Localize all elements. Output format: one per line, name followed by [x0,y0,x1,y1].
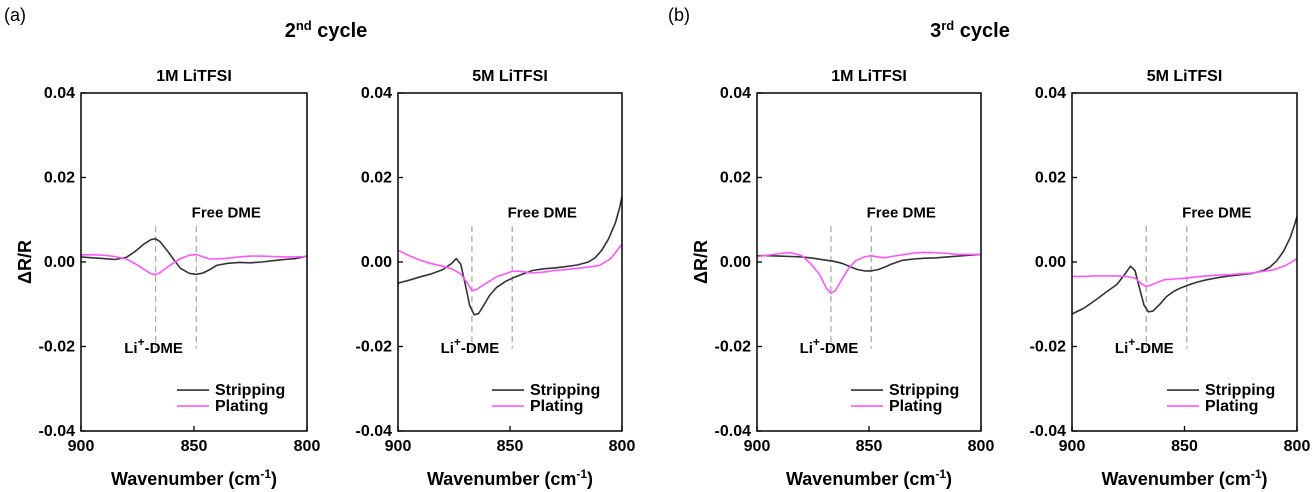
legend-label-stripping: Stripping [1205,382,1275,399]
free-dme-label: Free DME [1182,205,1251,222]
plot-frame [1071,92,1298,432]
li-dme-label: Li+-DME [1115,335,1174,357]
x-tick-label: 900 [385,438,412,455]
x-axis-title: Wavenumber (cm-1) [786,467,952,489]
x-tick-label: 800 [294,438,321,455]
x-tick-label: 850 [181,438,208,455]
x-tick-label: 800 [968,438,995,455]
y-axis-title: ΔR/R [691,240,711,284]
cycle-title: 2nd cycle [285,18,368,42]
x-tick-label: 900 [744,438,771,455]
y-tick-label: -0.02 [356,339,393,356]
y-tick-label: -0.02 [715,339,752,356]
plating-series-line [1072,257,1298,288]
x-tick-label: 850 [856,438,883,455]
chart-panel-2: 5M LiTFSI Free DME Li+-DME 0.04 0.02 0.00 -0.0… [356,68,636,489]
y-tick-label: 0.00 [720,254,751,271]
x-axis-title: Wavenumber (cm-1) [1101,467,1267,489]
plot-title: 5M LiTFSI [1147,68,1223,85]
free-dme-label: Free DME [192,205,261,222]
li-dme-label: Li+-DME [441,335,500,357]
y-tick-label: -0.04 [356,423,393,440]
y-tick-label: -0.02 [39,339,76,356]
x-tick-label: 850 [1171,438,1198,455]
plot-title: 5M LiTFSI [472,68,548,85]
legend-label-plating: Plating [530,398,583,415]
y-tick-label: 0.02 [720,170,751,187]
y-tick-label: 0.00 [1035,254,1066,271]
stripping-series-line [80,238,308,276]
x-tick-label: 900 [1059,438,1086,455]
y-tick-label: 0.02 [1035,170,1066,187]
y-tick-label: -0.04 [1030,423,1067,440]
x-tick-label: 800 [609,438,636,455]
x-tick-label: 900 [68,438,95,455]
y-tick-label: -0.04 [715,423,752,440]
legend-label-stripping: Stripping [530,382,600,399]
y-tick-label: 0.04 [1035,85,1066,102]
x-axis-title: Wavenumber (cm-1) [427,467,593,489]
free-dme-label: Free DME [867,205,936,222]
chart-panel-3: 1M LiTFSI Free DME Li+-DME 0.04 0.02 0.00 -0.0… [691,68,994,489]
y-tick-label: 0.02 [44,170,75,187]
stripping-series-line [1071,216,1298,315]
plot-frame [756,92,982,432]
chart-panel-4: 5M LiTFSI Free DME Li+-DME 0.04 0.02 0.00 -0.0… [1030,68,1311,489]
y-tick-label: 0.04 [720,85,751,102]
y-tick-label: 0.00 [361,254,392,271]
legend-label-plating: Plating [889,398,942,415]
x-tick-label: 850 [497,438,524,455]
panel-letter: (b) [668,5,690,25]
legend-label-plating: Plating [1205,398,1258,415]
y-tick-label: 0.02 [361,170,392,187]
legend-label-stripping: Stripping [215,382,285,399]
y-tick-label: -0.02 [1030,339,1067,356]
stripping-series-line [397,196,623,316]
plot-title: 1M LiTFSI [831,68,907,85]
legend-label-plating: Plating [215,398,268,415]
stripping-series-line [757,253,982,272]
legend-label-stripping: Stripping [889,382,959,399]
y-tick-label: 0.00 [44,254,75,271]
x-axis-title: Wavenumber (cm-1) [111,467,277,489]
y-tick-label: 0.04 [44,85,75,102]
plating-series-line [756,251,981,295]
li-dme-label: Li+-DME [124,335,183,357]
y-axis-title: ΔR/R [15,240,35,284]
plating-series-line [397,243,623,292]
x-tick-label: 800 [1284,438,1311,455]
y-tick-label: 0.04 [361,85,392,102]
panel-letter: (a) [4,5,26,25]
cycle-title: 3rd cycle [930,18,1010,42]
free-dme-label: Free DME [508,205,577,222]
li-dme-label: Li+-DME [800,335,859,357]
chart-panel-1: 1M LiTFSI Free DME Li+-DME 0.04 0.02 0.00 -0.0… [15,68,320,489]
plot-frame [80,92,308,432]
y-tick-label: -0.04 [39,423,76,440]
plot-title: 1M LiTFSI [156,68,232,85]
plating-series-line [81,253,308,276]
